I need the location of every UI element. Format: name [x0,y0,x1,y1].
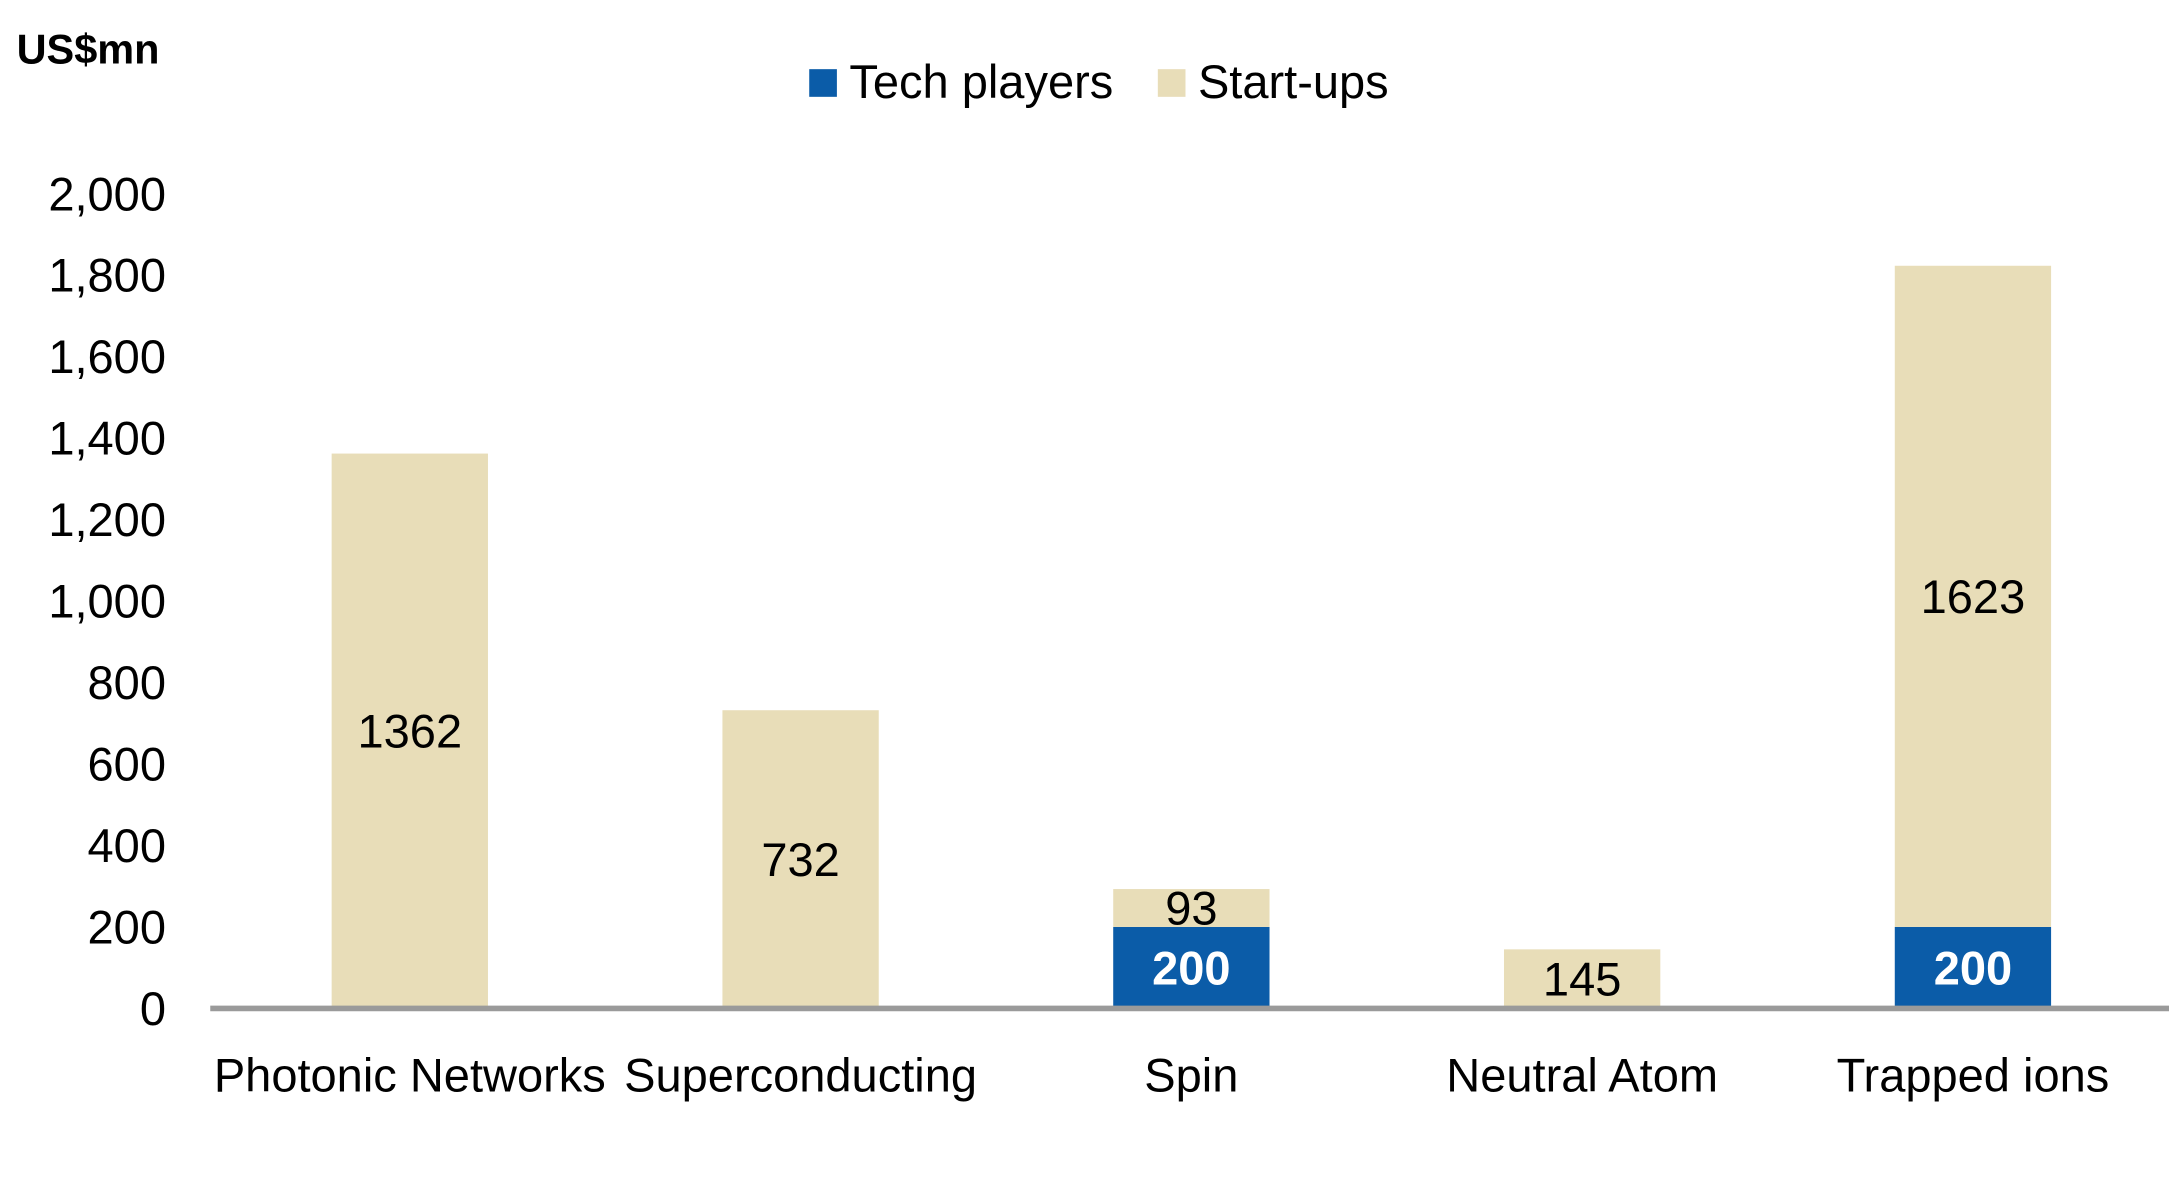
y-tick-label: 1,000 [48,575,166,628]
data-label-start-ups: 145 [1543,952,1621,1005]
y-tick-label: 1,200 [48,493,166,546]
x-category-label: Superconducting [624,1048,977,1101]
y-tick-label: 2,000 [48,167,166,220]
bar-segment-tech-players [1113,926,1270,1009]
y-unit-label: US$mn [17,26,160,73]
y-tick-label: 1,400 [48,412,166,465]
y-axis: 0 200 400 600 800 1,000 1,200 1,400 1,600 1,800 2,… [48,167,166,1035]
x-category-label: Photonic Networks [214,1048,606,1101]
data-label-start-ups: 93 [1165,882,1217,935]
y-tick-label: 600 [88,738,166,791]
data-label-tech-players: 200 [1934,941,2012,994]
legend: Tech players Start-ups [809,55,1389,108]
data-label-tech-players: 200 [1152,941,1230,994]
bar-segment-tech-players [1894,926,2052,1009]
x-category-label: Neutral Atom [1446,1048,1718,1101]
x-category-label: Trapped ions [1837,1048,2110,1101]
legend-swatch-tech-players [809,69,837,97]
data-label-start-ups: 1362 [358,705,463,758]
y-tick-label: 200 [88,901,166,954]
legend-label-tech-players: Tech players [849,55,1113,108]
legend-label-start-ups: Start-ups [1198,55,1389,108]
bar-segment-start-ups [331,453,488,1009]
bar-segment-start-ups [1894,265,2052,927]
bar-segment-start-ups [1503,949,1661,1009]
bar-segment-start-ups [722,710,879,1009]
x-axis-categories: Photonic Networks Superconducting Spin Neut… [214,1048,2109,1101]
legend-swatch-start-ups [1157,69,1186,97]
y-tick-label: 1,800 [48,249,166,302]
y-tick-label: 0 [140,982,166,1035]
data-label-start-ups: 1623 [1921,570,2026,623]
bar-segment-start-ups [1113,889,1270,927]
y-tick-label: 400 [88,819,166,872]
x-category-label: Spin [1144,1048,1238,1101]
bars: 1362 732 200 93 145 200 1623 [331,265,2052,1009]
data-label-start-ups: 732 [761,833,839,886]
y-tick-label: 1,600 [48,330,166,383]
y-tick-label: 800 [88,656,166,709]
